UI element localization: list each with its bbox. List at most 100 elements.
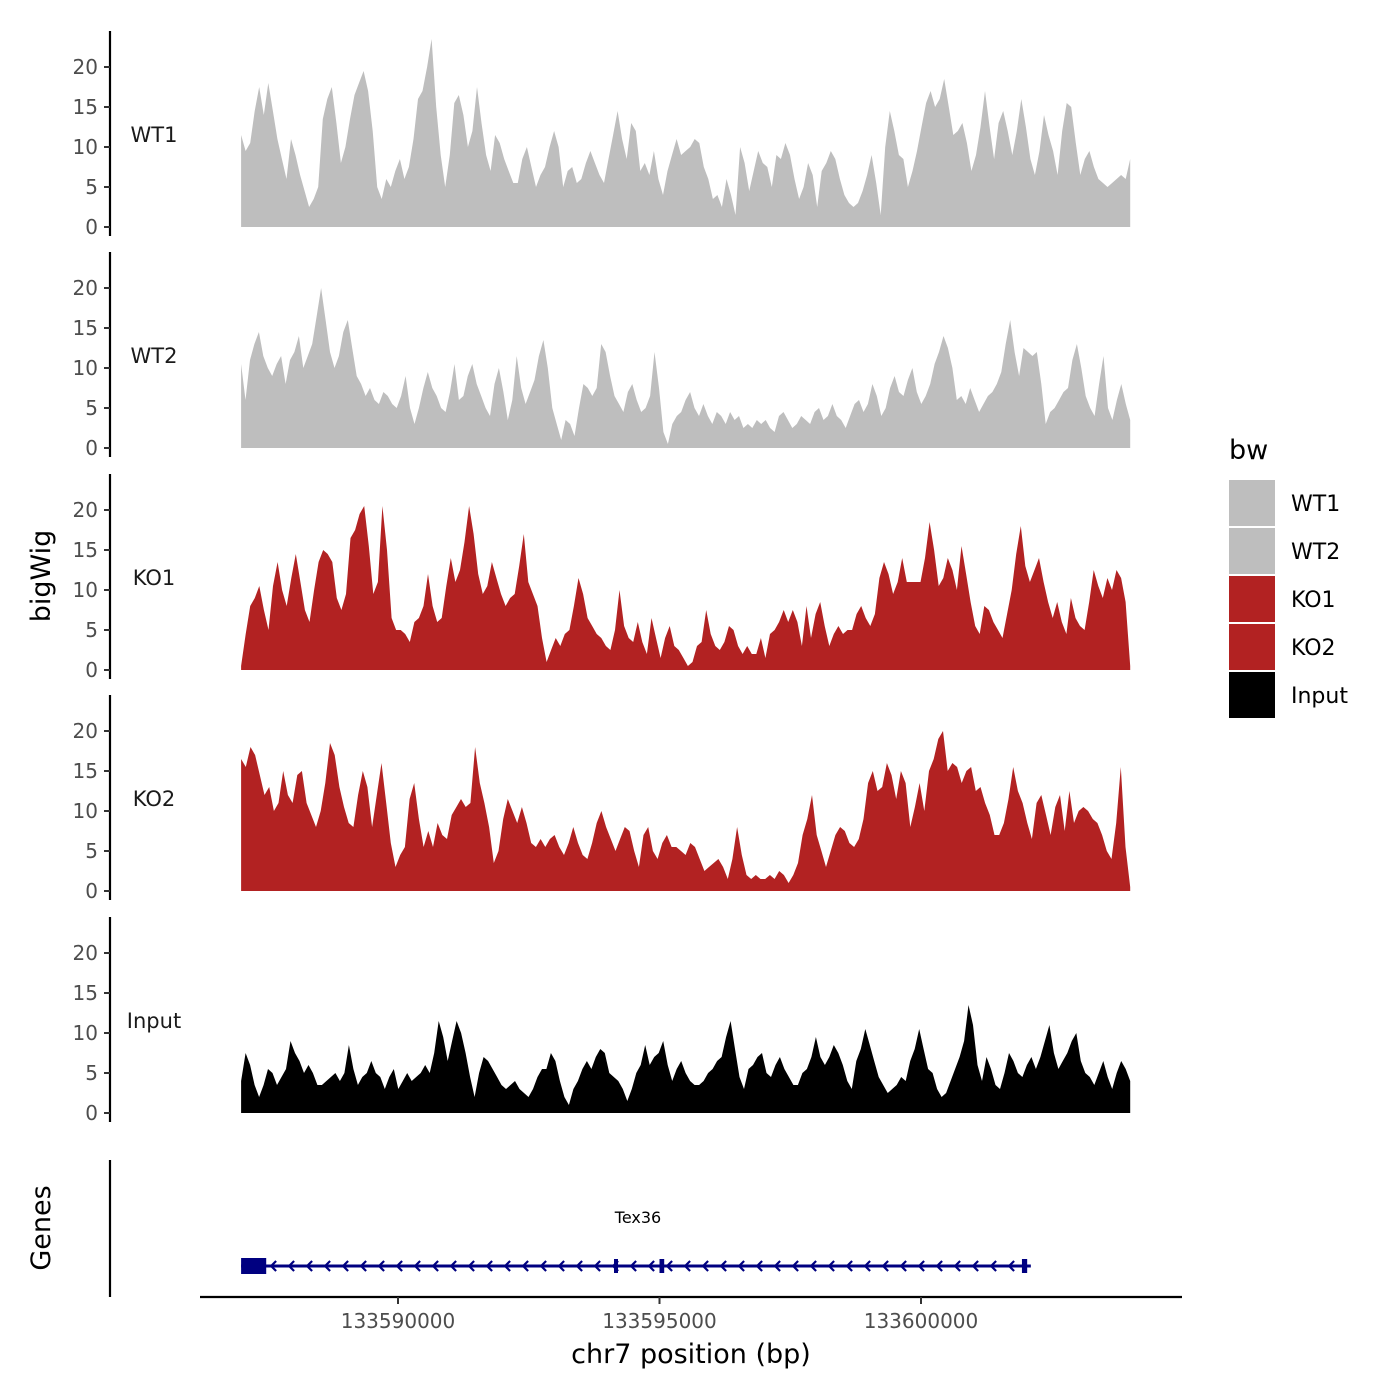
x-axis-title: chr7 position (bp) [571, 1339, 811, 1370]
gene-exon [241, 1258, 267, 1274]
genes-label: Genes [26, 1185, 57, 1270]
strand-arrow [503, 1260, 511, 1272]
legend-swatch [1229, 624, 1275, 670]
strand-arrow [449, 1260, 457, 1272]
x-tick-label: 133590000 [341, 1309, 456, 1333]
y-tick-label: 15 [73, 759, 98, 783]
y-tick-label: 15 [73, 538, 98, 562]
strand-arrow [539, 1260, 547, 1272]
area-input [241, 1005, 1131, 1113]
strand-arrow [953, 1260, 961, 1272]
legend-label: KO2 [1291, 636, 1336, 661]
strand-arrow [971, 1260, 979, 1272]
strand-arrow [719, 1260, 727, 1272]
track-label-ko2: KO2 [133, 787, 176, 811]
strand-arrow [395, 1260, 403, 1272]
y-tick-label: 15 [73, 316, 98, 340]
track-wt2: 0 5 10 15 20 WT2 [73, 252, 1131, 460]
y-tick-label: 10 [73, 578, 98, 602]
y-tick-label: 5 [85, 1061, 98, 1085]
y-tick-label: 10 [73, 1021, 98, 1045]
strand-arrow [863, 1260, 871, 1272]
y-tick-label: 20 [73, 941, 98, 965]
gene-model [241, 1258, 1031, 1274]
strand-arrow [629, 1260, 637, 1272]
legend-title: bw [1229, 435, 1268, 466]
legend: bw WT1 WT2 KO1 KO2 Input [1229, 435, 1348, 718]
legend-item-ko1: KO1 [1229, 576, 1336, 622]
track-label-wt1: WT1 [131, 123, 178, 147]
track-label-ko1: KO1 [133, 566, 176, 590]
track-wt1: 0 5 10 15 20 WT1 [73, 31, 1131, 239]
y-tick-label: 0 [85, 658, 98, 682]
gene-name-label: Tex36 [614, 1208, 661, 1227]
strand-arrow [467, 1260, 475, 1272]
strand-arrow [305, 1260, 313, 1272]
legend-entries: WT1 WT2 KO1 KO2 Input [1229, 480, 1348, 718]
gene-exon [659, 1259, 665, 1273]
y-tick-label: 5 [85, 839, 98, 863]
strand-arrow [413, 1260, 421, 1272]
strand-arrow [341, 1260, 349, 1272]
strand-arrow [737, 1260, 745, 1272]
strand-arrow [647, 1260, 655, 1272]
y-tick-label: 5 [85, 618, 98, 642]
legend-label: WT2 [1291, 540, 1340, 565]
y-tick-label: 15 [73, 95, 98, 119]
x-tick-label: 133600000 [864, 1309, 979, 1333]
y-tick-label: 5 [85, 396, 98, 420]
gene-track: Genes Tex36 [26, 1160, 1031, 1297]
strand-arrow [323, 1260, 331, 1272]
strand-arrow [899, 1260, 907, 1272]
area-ko1 [241, 506, 1131, 670]
strand-arrow [773, 1260, 781, 1272]
strand-arrow [287, 1260, 295, 1272]
x-tick-label: 133595000 [602, 1309, 717, 1333]
strand-arrow [269, 1260, 277, 1272]
legend-label: WT1 [1291, 492, 1340, 517]
strand-arrow [665, 1260, 673, 1272]
strand-arrow [827, 1260, 835, 1272]
x-ticks: 133590000 133595000 133600000 [341, 1297, 979, 1333]
strand-arrow [935, 1260, 943, 1272]
strand-arrow [521, 1260, 529, 1272]
strand-arrow [791, 1260, 799, 1272]
x-axis: 133590000 133595000 133600000 chr7 positio… [200, 1295, 1182, 1370]
strand-arrow [881, 1260, 889, 1272]
track-label-input: Input [127, 1009, 181, 1033]
legend-item-input: Input [1229, 672, 1348, 718]
area-ko2 [241, 731, 1131, 891]
strand-arrow [377, 1260, 385, 1272]
y-tick-label: 10 [73, 356, 98, 380]
coverage-tracks: 0 5 10 15 20 WT1 0 5 10 15 20 WT2 0 5 10 15 20 KO1 0 5 10 15 2… [73, 31, 1131, 1125]
legend-label: KO1 [1291, 588, 1336, 613]
strand-arrow [809, 1260, 817, 1272]
track-input: 0 5 10 15 20 Input [73, 917, 1131, 1125]
y-tick-label: 0 [85, 879, 98, 903]
y-tick-label: 10 [73, 135, 98, 159]
strand-arrow [431, 1260, 439, 1272]
y-tick-label: 10 [73, 799, 98, 823]
y-tick-label: 20 [73, 498, 98, 522]
strand-arrow [845, 1260, 853, 1272]
legend-swatch [1229, 672, 1275, 718]
track-ko1: 0 5 10 15 20 KO1 [73, 474, 1131, 682]
gene-exon [1021, 1259, 1028, 1273]
y-tick-label: 20 [73, 55, 98, 79]
y-tick-label: 15 [73, 981, 98, 1005]
y-tick-label: 5 [85, 175, 98, 199]
legend-item-wt1: WT1 [1229, 480, 1340, 526]
strand-arrow [917, 1260, 925, 1272]
strand-arrow [989, 1260, 997, 1272]
y-tick-label: 20 [73, 719, 98, 743]
legend-swatch [1229, 576, 1275, 622]
strand-arrow [1007, 1260, 1015, 1272]
y-axis-title: bigWig [26, 530, 57, 623]
strand-arrow [557, 1260, 565, 1272]
area-wt1 [241, 39, 1131, 227]
track-ko2: 0 5 10 15 20 KO2 [73, 695, 1131, 903]
strand-arrow [575, 1260, 583, 1272]
y-tick-label: 20 [73, 276, 98, 300]
legend-swatch [1229, 480, 1275, 526]
y-tick-label: 0 [85, 215, 98, 239]
